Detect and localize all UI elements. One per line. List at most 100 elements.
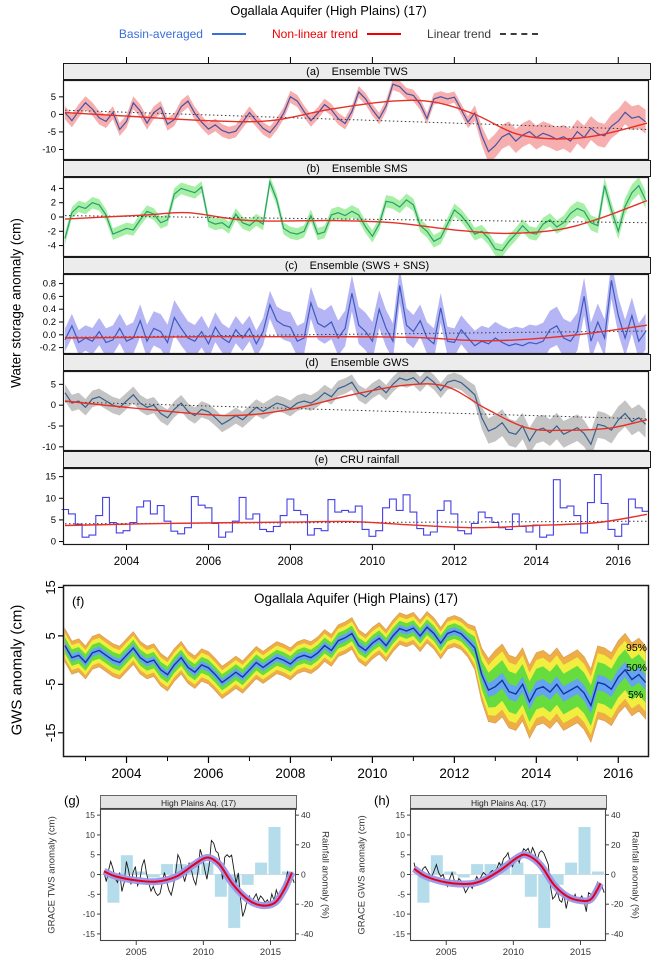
- left-tick-label: 15: [86, 810, 96, 820]
- panel-b-title: Ensemble SMS: [331, 162, 408, 175]
- h-nonlinear-trend: [413, 853, 602, 903]
- panel-c-title: Ensemble (SWS + SNS): [309, 259, 430, 272]
- d-series-line: [64, 375, 647, 446]
- quantile-label-50: 50%: [626, 662, 648, 674]
- d-frame: [62, 371, 650, 451]
- nonlinear-trend-line-swatch: [367, 33, 402, 35]
- panel-a-plot: 5 0 -5 -10: [42, 80, 650, 160]
- rainfall-anomaly-bar: [161, 864, 174, 875]
- y-tick-label: 0: [51, 109, 56, 120]
- x-tick-label: 2008: [278, 556, 304, 568]
- b-linear-trend: [64, 215, 648, 224]
- panel-b-header: (b) Ensemble SMS: [63, 160, 651, 177]
- f-quantile-band-2: [65, 619, 646, 726]
- rainfall-anomaly-bar: [201, 862, 214, 875]
- y-tick-label: -5: [48, 421, 56, 432]
- left-tick-label: 5: [90, 850, 95, 860]
- y-tick-label: 0.8: [43, 279, 56, 290]
- a-linear-trend: [64, 109, 648, 130]
- panel-b-plot: 4 2 0 -2 -4: [48, 177, 650, 257]
- y-tick-label: 0: [51, 537, 56, 548]
- y-tick-label: -10: [42, 442, 56, 451]
- f-x-tick-label: 2010: [357, 766, 387, 781]
- f-x-tick-label: 2014: [521, 766, 552, 781]
- rainfall-anomaly-bar: [444, 871, 457, 875]
- right-tick-label: -20: [611, 899, 624, 909]
- panel-e-tag: (e): [314, 453, 329, 466]
- panel-a-tag: (a): [306, 65, 320, 78]
- panel-d-header: (d) Ensemble GWS: [63, 354, 651, 371]
- a-ensemble-band: [65, 80, 646, 160]
- bottom-tick-label: 2010: [193, 947, 214, 958]
- panel-b-tag: (b): [306, 162, 320, 175]
- y-tick-label: 15: [45, 472, 56, 483]
- panel-a-header: (a) Ensemble TWS: [63, 63, 651, 80]
- bottom-tick-label: 2005: [436, 947, 457, 958]
- d-linear-trend: [64, 401, 648, 420]
- right-tick-label: 40: [611, 810, 621, 820]
- bottom-tick-label: 2015: [260, 947, 281, 958]
- c-nonlinear-trend: [64, 324, 648, 342]
- right-tick-label: -40: [301, 929, 314, 939]
- f-median-line: [64, 626, 647, 708]
- y-tick-label: -0.2: [40, 343, 56, 354]
- left-tick-label: 10: [396, 830, 406, 840]
- rainfall-anomaly-bar: [484, 864, 497, 875]
- rainfall-anomaly-bar: [511, 862, 524, 875]
- b-frame: [62, 177, 650, 257]
- rainfall-anomaly-bar: [107, 874, 120, 903]
- f-quantile-band-1: [65, 615, 646, 735]
- stack-top-axis: [126, 57, 619, 63]
- quantile-label-5: 5%: [628, 689, 644, 701]
- y-tick-label: 0: [51, 400, 56, 411]
- rainfall-anomaly-bar: [417, 874, 430, 903]
- f-quantile-band-3: [65, 623, 646, 714]
- b-ensemble-band: [65, 177, 646, 257]
- y-tick-label: 0.2: [43, 317, 56, 328]
- y-tick-label: 4: [51, 183, 56, 194]
- rainfall-anomaly-bar: [591, 871, 604, 875]
- left-tick-label: -15: [83, 929, 96, 939]
- rainfall-anomaly-bar: [551, 874, 564, 885]
- right-tick-label: 0: [301, 870, 306, 880]
- f-x-tick-label: 2004: [111, 766, 142, 781]
- panel-h-header: High Plains Aq. (17): [410, 795, 607, 810]
- y-tick-label: 0.0: [43, 330, 56, 341]
- panel-c-tag: (c): [284, 259, 298, 272]
- left-tick-label: 0: [90, 870, 95, 880]
- g-nonlinear-trend: [103, 856, 293, 907]
- left-tick-label: 15: [396, 810, 406, 820]
- f-x-tick-label: 2012: [439, 766, 469, 781]
- c-ensemble-band: [65, 274, 646, 354]
- right-tick-label: 40: [301, 810, 311, 820]
- h-frame: [409, 807, 607, 942]
- bottom-tick-label: 2005: [126, 947, 147, 958]
- f-x-tick-label: 2006: [193, 766, 223, 781]
- x-tick-label: 2016: [605, 556, 631, 568]
- basin-averaged-line-swatch: [211, 33, 246, 35]
- rainfall-anomaly-bar: [255, 862, 268, 875]
- right-tick-label: 20: [301, 840, 311, 850]
- rainfall-anomaly-bar: [241, 874, 254, 885]
- d-nonlinear-trend: [64, 383, 648, 432]
- panel-c-plot: 0.80.6 0.4 0.2 0.0 -0.2: [40, 274, 650, 354]
- panel-h-tag: (h): [374, 793, 390, 808]
- f-x-tick-label: 2016: [603, 766, 633, 781]
- f-y-tick-label: -5: [43, 679, 58, 691]
- e-nonlinear-trend: [64, 513, 648, 529]
- right-tick-label: -20: [301, 899, 314, 909]
- y-tick-label: 5: [51, 379, 56, 390]
- y-tick-label: 5: [51, 515, 56, 526]
- y-tick-label: 0: [51, 212, 56, 223]
- quantile-label-95: 95%: [626, 642, 648, 654]
- panel-h-strip-title: High Plains Aq. (17): [470, 797, 547, 808]
- left-tick-label: -5: [87, 889, 95, 899]
- bottom-tick-label: 2015: [570, 947, 591, 958]
- panel-c-header: (c) Ensemble (SWS + SNS): [63, 257, 651, 274]
- f-x-tick-label: 2008: [275, 766, 305, 781]
- left-tick-label: -10: [393, 909, 406, 919]
- panel-d-plot: 5 0 -5 -10: [42, 371, 650, 451]
- e-frame: [62, 468, 650, 546]
- right-tick-label: 0: [611, 870, 616, 880]
